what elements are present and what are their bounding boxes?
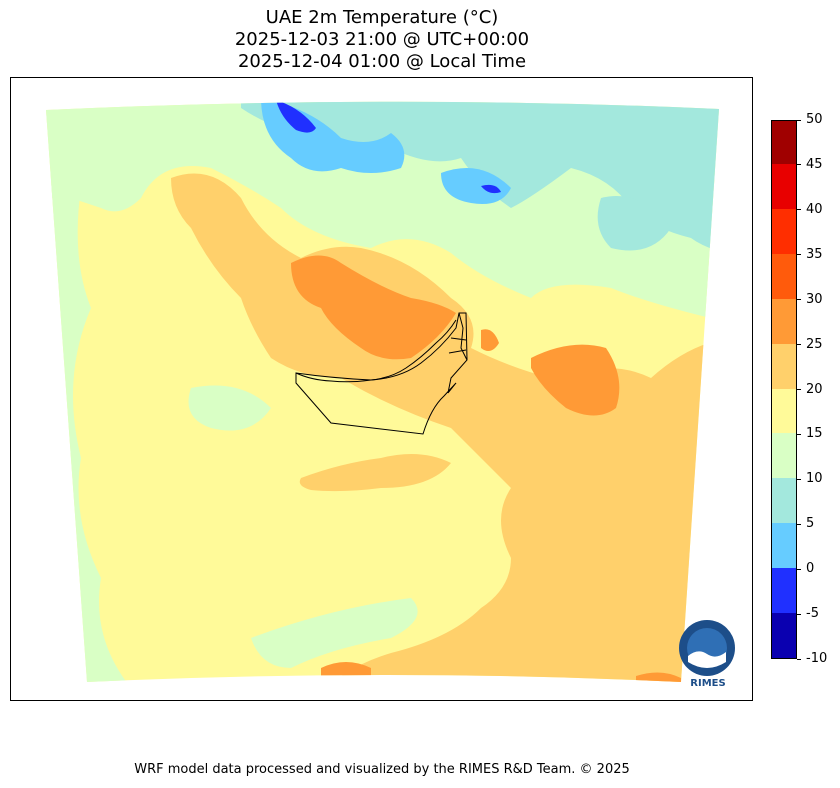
band-10-15-west — [46, 178, 131, 682]
title-line-1: UAE 2m Temperature (°C) — [265, 7, 499, 28]
band-25-30-oman — [531, 344, 620, 416]
band-20-25-central — [299, 454, 451, 492]
colorbar-tick — [797, 389, 801, 390]
colorbar-tick — [797, 254, 801, 256]
band-10-15-west-patch — [188, 385, 271, 431]
colorbar-tick-label: 15 — [806, 426, 823, 442]
colorbar-segment — [772, 208, 796, 254]
title-line-2: 2025-12-03 21:00 @ UTC+00:00 — [234, 29, 530, 50]
colorbar-tick-label: 50 — [806, 112, 823, 127]
band-below-0 — [276, 101, 316, 133]
band-25-30-gulf — [291, 255, 456, 360]
band-5-10-north — [241, 101, 719, 258]
band-10-15-sw — [251, 598, 418, 668]
band-0-5-patch — [441, 168, 511, 204]
colorbar-segment — [772, 343, 796, 389]
musandam-border — [448, 312, 468, 361]
colorbar-tick — [797, 568, 801, 570]
colorbar-tick — [797, 344, 801, 346]
colorbar-tick-label: 5 — [806, 516, 815, 532]
footer-credit: WRF model data processed and visualized … — [134, 762, 630, 777]
chart-title: UAE 2m Temperature (°C) 2025-12-03 21:00… — [0, 7, 764, 73]
colorbar-tick — [797, 478, 801, 480]
band-5-10-east-patch — [597, 196, 671, 251]
map-panel — [10, 77, 753, 701]
colorbar-tick-label: 30 — [806, 291, 823, 307]
band-25-30-south — [321, 662, 371, 682]
title-line-3: 2025-12-04 01:00 @ Local Time — [237, 51, 527, 72]
band-25-30-se — [636, 672, 681, 682]
temperature-contours — [46, 101, 719, 682]
uae-border — [295, 312, 468, 435]
band-25-30-patch — [481, 329, 499, 352]
colorbar-tick — [797, 433, 801, 435]
temperature-map — [46, 101, 719, 682]
logo-label: RIMES — [690, 678, 725, 689]
colorbar-segment — [772, 298, 796, 344]
colorbar-segment — [772, 388, 796, 434]
colorbar-tick-label: 0 — [806, 561, 815, 577]
colorbar-segment — [772, 522, 796, 569]
colorbar-segment — [772, 121, 796, 164]
colorbar-segment — [772, 567, 796, 614]
colorbar-segment — [772, 253, 796, 299]
colorbar-tick — [797, 164, 801, 166]
colorbar-tick — [797, 119, 801, 121]
colorbar-tick-label: -10 — [806, 651, 828, 666]
colorbar-tick — [797, 523, 801, 525]
colorbar-tick-label: 45 — [806, 156, 823, 172]
colorbar-tick-label: 20 — [806, 381, 823, 397]
colorbar-segment — [772, 477, 796, 524]
colorbar-tick-label: 35 — [806, 246, 823, 262]
colorbar-tick-label: 25 — [806, 336, 823, 352]
rimes-logo: RIMES — [679, 620, 735, 689]
colorbar-tick-label: -5 — [806, 606, 819, 622]
coastline — [295, 319, 457, 383]
colorbar-tick — [797, 209, 801, 211]
colorbar-segment — [772, 163, 796, 209]
colorbar — [771, 120, 797, 659]
colorbar-tick — [797, 658, 801, 660]
colorbar-tick-label: 10 — [806, 471, 823, 487]
band-below-0-patch — [481, 184, 501, 194]
colorbar-tick — [797, 613, 801, 615]
colorbar-segment — [772, 612, 796, 658]
colorbar-tick — [797, 299, 801, 301]
colorbar-tick-label: 40 — [806, 201, 823, 217]
colorbar-segment — [772, 432, 796, 479]
